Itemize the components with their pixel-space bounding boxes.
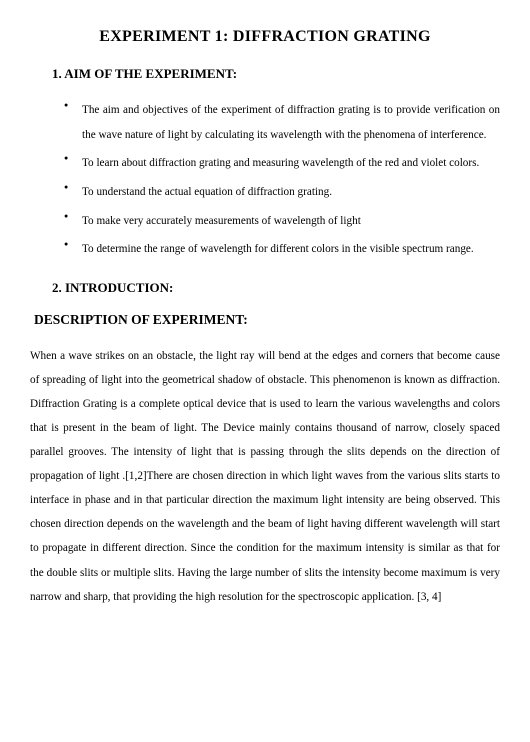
aim-bullet-item: To make very accurately measurements of … (68, 209, 500, 234)
description-heading: DESCRIPTION OF EXPERIMENT: (30, 312, 500, 328)
aim-bullet-item: The aim and objectives of the experiment… (68, 98, 500, 147)
section-aim-heading: 1. AIM OF THE EXPERIMENT: (30, 66, 500, 82)
aim-bullet-item: To understand the actual equation of dif… (68, 180, 500, 205)
main-title: EXPERIMENT 1: DIFFRACTION GRATING (30, 28, 500, 46)
description-paragraph: When a wave strikes on an obstacle, the … (30, 344, 500, 609)
aim-bullet-item: To learn about diffraction grating and m… (68, 151, 500, 176)
section-intro-heading: 2. INTRODUCTION: (30, 280, 500, 296)
aim-bullet-item: To determine the range of wavelength for… (68, 237, 500, 262)
aim-bullet-list: The aim and objectives of the experiment… (30, 98, 500, 262)
